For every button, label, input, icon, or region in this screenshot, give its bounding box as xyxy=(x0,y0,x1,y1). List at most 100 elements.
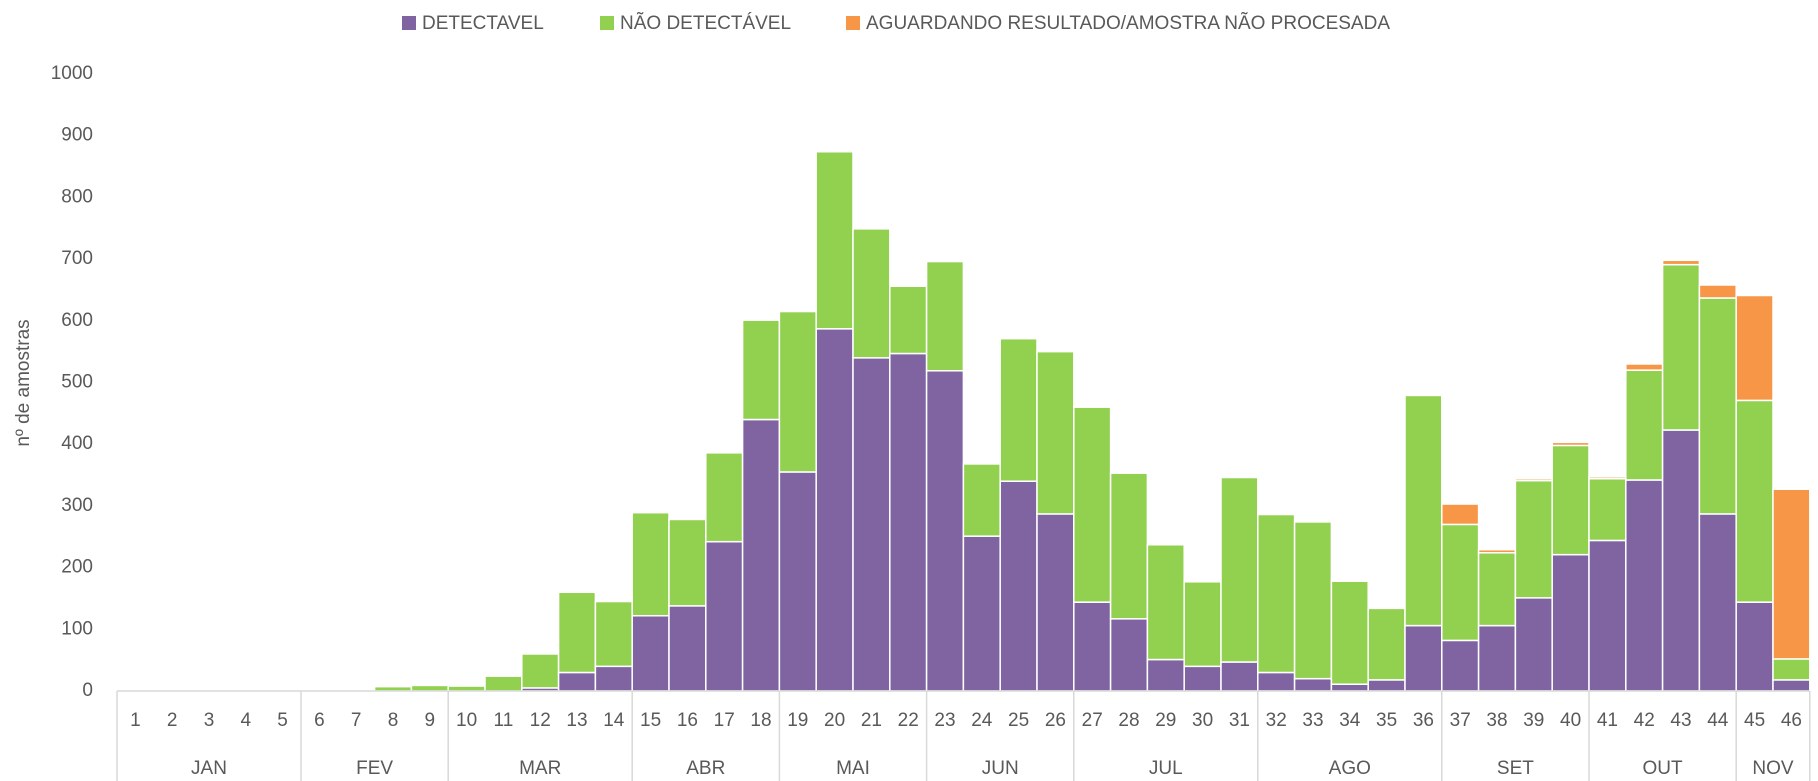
x-tick-label: 28 xyxy=(1118,710,1139,731)
x-tick-label: 13 xyxy=(566,710,587,731)
legend-label: NÃO DETECTÁVEL xyxy=(620,12,791,34)
bar-segment xyxy=(1661,259,1701,266)
bar-segment xyxy=(1330,683,1369,692)
x-tick-label: 23 xyxy=(934,710,955,731)
x-tick-label: 32 xyxy=(1266,710,1287,731)
x-tick-label: 44 xyxy=(1707,710,1729,731)
bar-segment xyxy=(852,357,891,692)
bar-segment xyxy=(1551,441,1590,447)
bar-segment xyxy=(778,310,817,473)
x-tick-label: 15 xyxy=(640,710,661,731)
bar-segment xyxy=(815,150,854,330)
legend-swatch xyxy=(402,16,416,30)
x-tick-label: 35 xyxy=(1376,710,1397,731)
bar-segment xyxy=(521,653,560,689)
x-tick-label: 25 xyxy=(1008,710,1029,731)
bar-segment xyxy=(1257,513,1296,674)
bar-segment xyxy=(1367,607,1406,681)
x-tick-label: 16 xyxy=(677,710,698,731)
bar-segment xyxy=(999,480,1038,692)
bar-segment xyxy=(1551,553,1590,692)
x-tick-label: 26 xyxy=(1045,710,1066,731)
x-tick-label: 29 xyxy=(1155,710,1176,731)
bar-segment xyxy=(668,605,707,692)
bar-segment xyxy=(1772,658,1811,681)
y-tick-label: 900 xyxy=(61,125,93,146)
bar-segment xyxy=(1146,544,1185,661)
bar-segment xyxy=(557,671,597,692)
legend-swatch xyxy=(600,16,614,30)
bar-segment xyxy=(1441,639,1480,692)
bar-segment xyxy=(1257,671,1296,692)
bar-segment xyxy=(999,337,1038,482)
month-label: OUT xyxy=(1643,758,1684,779)
bar-segment xyxy=(1404,624,1443,692)
legend-label: AGUARDANDO RESULTADO/AMOSTRA NÃO PROCESA… xyxy=(866,12,1390,34)
bar-segment xyxy=(557,591,597,674)
bar-segment xyxy=(1625,369,1664,481)
bar-segment xyxy=(594,665,633,692)
bar-segment xyxy=(1588,478,1627,542)
month-label: JUN xyxy=(982,758,1019,779)
x-tick-label: 41 xyxy=(1597,710,1618,731)
month-label: MAR xyxy=(519,758,561,779)
bar-segment xyxy=(1477,548,1517,554)
bar-segment xyxy=(1588,539,1627,692)
bar-segment xyxy=(1183,581,1222,668)
legend-label: DETECTAVEL xyxy=(422,13,544,34)
bar-segment xyxy=(1514,479,1553,599)
x-tick-label: 6 xyxy=(314,710,325,731)
y-tick-label: 1000 xyxy=(51,63,93,84)
y-axis-label: nº de amostras xyxy=(13,319,34,446)
bar-segment xyxy=(1293,677,1333,692)
bar-segment xyxy=(1698,284,1737,299)
bar-segment xyxy=(1073,406,1112,603)
bar-segment xyxy=(1146,658,1185,692)
bar-segment xyxy=(1661,429,1701,692)
bar-segment xyxy=(1293,521,1333,680)
x-tick-label: 2 xyxy=(167,710,178,731)
bar-segment xyxy=(1441,523,1480,642)
bar-segment xyxy=(1036,513,1075,692)
x-tick-label: 31 xyxy=(1229,710,1250,731)
bar-segment xyxy=(1477,624,1517,692)
x-tick-label: 45 xyxy=(1744,710,1765,731)
bar-segment xyxy=(741,418,781,692)
x-tick-label: 8 xyxy=(388,710,399,731)
bar-segment xyxy=(631,511,670,617)
bar-segment xyxy=(889,285,928,355)
bar-segment xyxy=(1698,513,1737,692)
legend-swatch xyxy=(846,16,860,30)
bar-segment xyxy=(484,675,523,692)
x-tick-label: 10 xyxy=(456,710,477,731)
bar-segment xyxy=(1441,503,1480,526)
x-tick-label: 42 xyxy=(1634,710,1655,731)
bar-segment xyxy=(1036,350,1075,515)
y-tick-label: 400 xyxy=(61,433,93,454)
bar-segment xyxy=(1772,679,1811,692)
month-label: NOV xyxy=(1752,758,1794,779)
x-tick-label: 4 xyxy=(241,710,252,731)
bar-segment xyxy=(1661,263,1701,431)
bar-segment xyxy=(1404,394,1443,627)
bar-segment xyxy=(1514,597,1553,692)
bar-segment xyxy=(962,535,1001,692)
x-tick-label: 18 xyxy=(750,710,771,731)
bar-segment xyxy=(1109,618,1149,692)
x-tick-label: 5 xyxy=(277,710,288,731)
x-tick-label: 38 xyxy=(1486,710,1507,731)
x-tick-label: 33 xyxy=(1302,710,1323,731)
x-tick-label: 1 xyxy=(130,710,141,731)
bar-segment xyxy=(1514,478,1553,482)
y-tick-label: 500 xyxy=(61,372,93,393)
bar-segment xyxy=(410,684,449,692)
bar-segment xyxy=(1588,476,1627,480)
y-tick-label: 800 xyxy=(61,186,93,207)
month-label: FEV xyxy=(356,758,393,779)
y-tick-label: 200 xyxy=(61,557,93,578)
bar-segment xyxy=(1551,444,1590,556)
bar-segment xyxy=(852,228,891,359)
x-tick-label: 17 xyxy=(714,710,735,731)
bar-segment xyxy=(1735,601,1774,692)
x-tick-label: 19 xyxy=(787,710,808,731)
